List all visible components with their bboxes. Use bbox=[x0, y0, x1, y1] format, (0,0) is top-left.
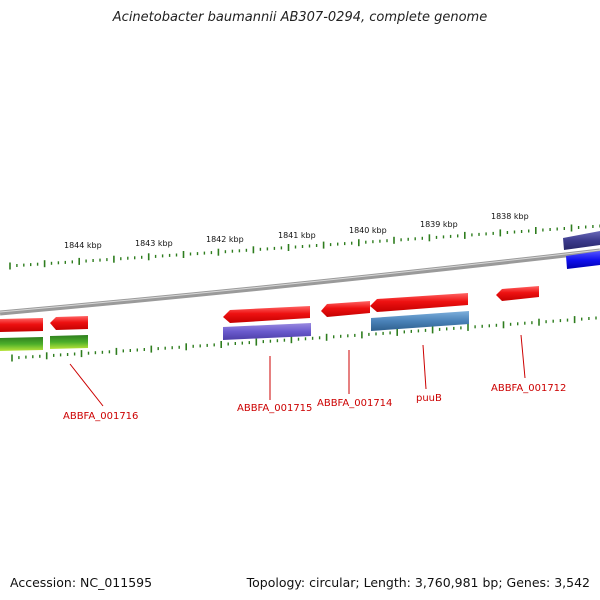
upper-tick-ruler bbox=[9, 224, 600, 270]
gene-arrow[interactable] bbox=[566, 251, 600, 269]
topology-text: Topology: circular; Length: 3,760,981 bp… bbox=[246, 575, 590, 590]
tick-label: 1841 kbp bbox=[278, 231, 316, 240]
tick-label: 1840 kbp bbox=[349, 226, 387, 235]
gene-arrow[interactable] bbox=[321, 301, 370, 317]
gene-block[interactable] bbox=[0, 337, 43, 351]
gene-label[interactable]: ABBFA_001716 bbox=[63, 411, 138, 422]
tick-label: 1838 kbp bbox=[491, 212, 529, 221]
gene-arrow[interactable] bbox=[496, 286, 539, 301]
gene-label[interactable]: puuB bbox=[416, 393, 442, 404]
gene-arrow[interactable] bbox=[0, 318, 43, 332]
gene-labels: ABBFA_001716 ABBFA_001715 ABBFA_001714 p… bbox=[63, 383, 566, 422]
tick-labels: 1844 kbp 1843 kbp 1842 kbp 1841 kbp 1840… bbox=[64, 212, 529, 250]
accession-text: Accession: NC_011595 bbox=[10, 575, 153, 590]
tick-label: 1839 kbp bbox=[420, 220, 458, 229]
tick-label: 1843 kbp bbox=[135, 239, 173, 248]
gene-arrow[interactable] bbox=[563, 231, 600, 250]
label-leaders bbox=[69, 334, 526, 407]
gene-arrow[interactable] bbox=[50, 316, 88, 330]
gene-block[interactable] bbox=[50, 335, 88, 349]
genome-backbone-highlight bbox=[0, 249, 600, 313]
tick-label: 1844 kbp bbox=[64, 241, 102, 250]
lower-tick-ruler bbox=[11, 316, 597, 362]
leader-line bbox=[520, 334, 526, 379]
map-title: Acinetobacter baumannii AB307-0294, comp… bbox=[112, 10, 488, 25]
gene-arrow[interactable] bbox=[223, 306, 310, 323]
leader-line bbox=[422, 344, 427, 390]
gene-label[interactable]: ABBFA_001714 bbox=[317, 398, 392, 409]
gene-block[interactable] bbox=[223, 323, 311, 340]
gene-block[interactable] bbox=[371, 311, 469, 331]
gene-label[interactable]: ABBFA_001715 bbox=[237, 403, 312, 414]
genome-backbone bbox=[0, 248, 600, 316]
tick-label: 1842 kbp bbox=[206, 235, 244, 244]
leader-line bbox=[69, 363, 104, 407]
gene-arrow[interactable] bbox=[370, 293, 468, 312]
gene-label[interactable]: ABBFA_001712 bbox=[491, 383, 566, 394]
